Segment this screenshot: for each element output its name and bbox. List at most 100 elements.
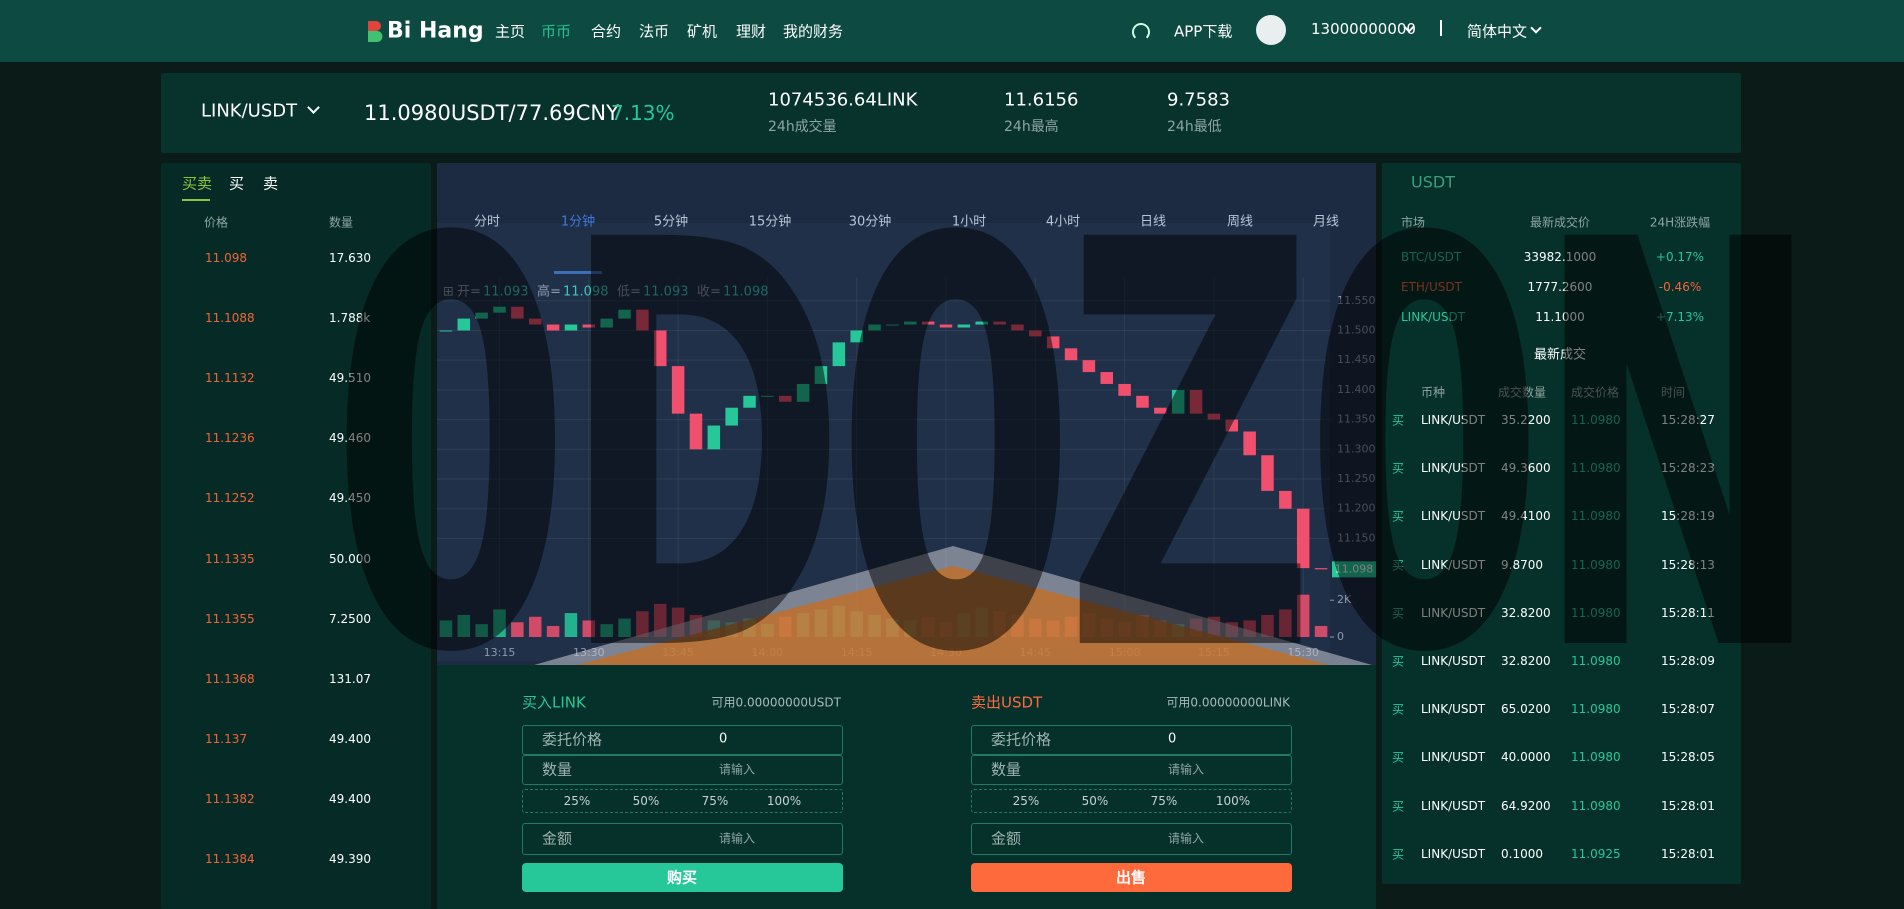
column-header: 价格 <box>204 215 229 230</box>
ask-price[interactable]: 11.1384 <box>205 852 255 866</box>
avatar[interactable] <box>1256 15 1286 45</box>
ask-amount[interactable]: 49.460 <box>329 431 371 446</box>
ask-price[interactable]: 11.1236 <box>205 431 255 446</box>
legend-icon: ⊞ <box>443 285 454 300</box>
nav-item[interactable]: 币币 <box>541 22 572 41</box>
ask-amount[interactable]: 49.390 <box>329 852 371 866</box>
trade-price: 11.0980 <box>1571 557 1621 572</box>
percent-option[interactable]: 50% <box>1081 794 1109 808</box>
candle <box>528 318 542 325</box>
candle <box>1279 490 1292 509</box>
ask-price[interactable]: 11.1382 <box>205 791 255 806</box>
input-field[interactable] <box>971 725 1292 755</box>
trade-side: 买 <box>1392 702 1405 717</box>
percent-option[interactable]: 75% <box>701 794 729 808</box>
ask-price[interactable]: 11.1355 <box>205 611 255 626</box>
nav-item[interactable]: 主页 <box>495 22 526 41</box>
interval-tab[interactable]: 1小时 <box>952 215 986 230</box>
field-label: 数量 <box>991 760 1022 779</box>
nav-item[interactable]: 矿机 <box>687 22 718 41</box>
trade-price: 11.0980 <box>1571 605 1621 620</box>
trade-time: 15:28:01 <box>1661 798 1715 813</box>
order-tab[interactable]: 买卖 <box>182 174 213 193</box>
interval-tab[interactable]: 5分钟 <box>654 214 688 230</box>
legend-label: 高= <box>537 284 561 300</box>
input-field[interactable] <box>522 755 843 785</box>
trade-time: 15:28:23 <box>1661 461 1715 476</box>
ask-price[interactable]: 11.1132 <box>205 371 255 386</box>
input-field[interactable] <box>522 823 843 855</box>
nav-item[interactable]: 合约 <box>591 22 622 41</box>
button-label[interactable]: 购买 <box>666 868 698 887</box>
interval-tab[interactable]: 30分钟 <box>849 214 892 230</box>
ask-amount[interactable]: 1.788k <box>329 311 371 326</box>
nav-item[interactable]: 法币 <box>639 22 670 41</box>
order-tab[interactable]: 买 <box>229 174 245 193</box>
pair-selector[interactable]: LINK/USDT <box>201 100 298 122</box>
interval-tab[interactable]: 15分钟 <box>749 214 792 230</box>
submit-button[interactable] <box>971 863 1292 892</box>
ask-price[interactable]: 11.137 <box>205 731 247 746</box>
ask-amount[interactable]: 17.630 <box>329 251 371 265</box>
trade-side: 买 <box>1392 847 1405 862</box>
ask-price[interactable]: 11.1088 <box>205 311 255 326</box>
ask-amount[interactable]: 49.400 <box>329 731 371 746</box>
input-field[interactable] <box>522 725 843 755</box>
trade-side: 买 <box>1392 461 1405 476</box>
interval-tab[interactable]: 日线 <box>1140 215 1166 230</box>
nav-item[interactable]: 理财 <box>736 22 767 41</box>
candle <box>921 321 935 325</box>
order-tab[interactable]: 卖 <box>263 174 279 193</box>
percent-option[interactable]: 100% <box>1215 794 1251 808</box>
market-pair[interactable]: BTC/USDT <box>1401 250 1462 264</box>
ask-price[interactable]: 11.1368 <box>205 671 255 686</box>
interval-tab[interactable]: 月线 <box>1313 215 1339 230</box>
stat-value: 11.6156 <box>1004 89 1079 111</box>
trade-time: 15:28:11 <box>1661 605 1715 620</box>
last-price: 11.0980USDT/77.69CNY <box>364 101 619 125</box>
percent-option[interactable]: 25% <box>1012 794 1040 808</box>
candle <box>618 309 631 319</box>
divider <box>1440 20 1442 36</box>
input-field[interactable] <box>971 823 1292 855</box>
market-change: -0.46% <box>1658 280 1702 294</box>
percent-option[interactable]: 50% <box>632 794 660 808</box>
submit-button[interactable] <box>522 863 843 892</box>
button-label[interactable]: 出售 <box>1115 868 1147 887</box>
field-label: 数量 <box>542 760 573 779</box>
interval-tab[interactable]: 周线 <box>1227 215 1253 230</box>
interval-tab[interactable]: 分时 <box>474 215 500 230</box>
field-value: 请输入 <box>719 762 756 777</box>
volume-bar <box>546 625 560 637</box>
language[interactable]: 简体中文 <box>1467 22 1528 41</box>
legend-value: 11.098 <box>723 285 769 300</box>
app-download[interactable]: APP下载 <box>1174 22 1233 41</box>
ask-price[interactable]: 11.1252 <box>205 491 255 506</box>
market-pair[interactable]: LINK/USDT <box>1401 310 1466 324</box>
nav-item[interactable]: 我的财务 <box>783 22 844 41</box>
percent-option[interactable]: 75% <box>1150 794 1178 808</box>
ask-amount[interactable]: 131.07 <box>329 671 371 686</box>
account[interactable]: 13000000000 <box>1311 20 1416 38</box>
input-field[interactable] <box>971 755 1292 785</box>
trade-price: 11.0925 <box>1571 846 1621 861</box>
ask-amount[interactable]: 49.450 <box>329 491 371 506</box>
candle <box>564 324 578 331</box>
percent-option[interactable]: 100% <box>766 794 802 808</box>
ask-amount[interactable]: 49.510 <box>329 371 371 386</box>
candle <box>1064 348 1078 361</box>
market-pair[interactable]: ETH/USDT <box>1401 280 1462 294</box>
y-tick-label: 11.200 <box>1337 502 1376 515</box>
ask-amount[interactable]: 7.2500 <box>329 611 371 626</box>
trade-time: 15:28:13 <box>1661 557 1715 572</box>
market-price: 33982.1000 <box>1523 250 1597 264</box>
ask-amount[interactable]: 50.000 <box>329 551 371 566</box>
candle <box>939 324 953 328</box>
percent-option[interactable]: 25% <box>563 794 591 808</box>
ask-amount[interactable]: 49.400 <box>329 791 371 806</box>
ask-price[interactable]: 11.098 <box>205 251 247 265</box>
interval-tab[interactable]: 1分钟 <box>561 214 595 230</box>
ask-price[interactable]: 11.1335 <box>205 551 255 566</box>
support-icon[interactable] <box>1132 23 1150 41</box>
interval-tab[interactable]: 4小时 <box>1046 215 1080 230</box>
